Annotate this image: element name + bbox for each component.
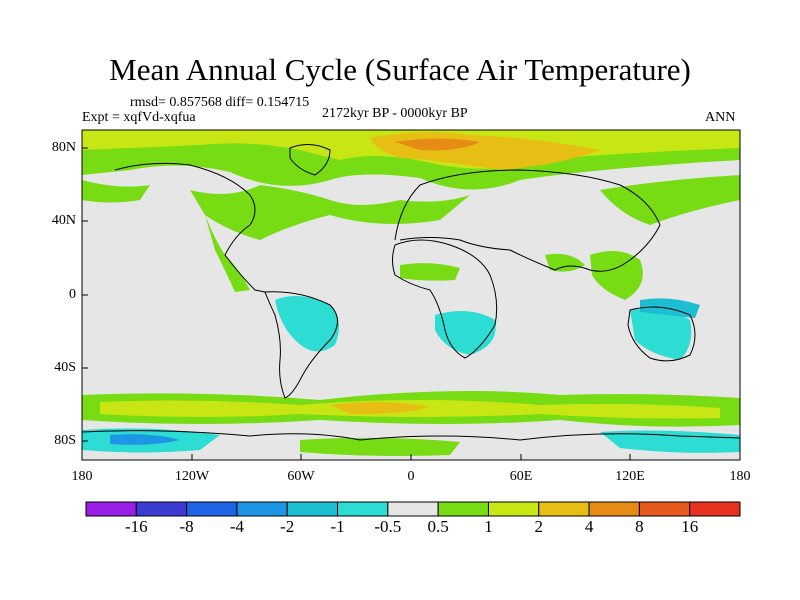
lon-tick-120w: 120W bbox=[174, 469, 210, 484]
antarctic-cool-east bbox=[600, 430, 740, 453]
colorbar-label: 16 bbox=[681, 517, 699, 536]
colorbar-swatch bbox=[487, 501, 540, 517]
colorbar-swatch bbox=[85, 501, 137, 517]
rmsd-diff-stats: rmsd= 0.857568 diff= 0.154715 bbox=[130, 95, 310, 110]
season-label: ANN bbox=[705, 110, 736, 125]
colorbar-label: 0.5 bbox=[427, 517, 449, 536]
colorbar-swatch bbox=[437, 501, 489, 517]
south-america-coast bbox=[264, 291, 338, 399]
colorbar-swatch bbox=[186, 501, 238, 517]
axis-ticks bbox=[81, 147, 741, 460]
antarctica-coast bbox=[82, 430, 740, 441]
north-america-coast bbox=[114, 162, 266, 293]
antarctic-green-center bbox=[300, 437, 460, 456]
bering-patch bbox=[82, 180, 150, 203]
lon-tick-120e: 120E bbox=[615, 469, 645, 484]
lon-tick-0: 0 bbox=[407, 469, 415, 484]
colorbar-swatch bbox=[236, 501, 288, 517]
colorbar-swatch bbox=[638, 501, 691, 517]
lon-tick-60e: 60E bbox=[509, 469, 533, 484]
arctic-dark-orange-patch bbox=[395, 138, 480, 151]
period-label: 2172kyr BP - 0000kyr BP bbox=[322, 106, 468, 121]
australia-cool-patch bbox=[630, 308, 692, 360]
colorbar-swatch bbox=[337, 501, 389, 517]
experiment-label: Expt = xqfVd-xqfua bbox=[82, 110, 196, 125]
lon-tick-180w: 180 bbox=[71, 469, 93, 484]
north-atlantic-patch bbox=[190, 185, 470, 240]
colorbar-label: -2 bbox=[280, 517, 295, 536]
amazon-cool-patch bbox=[275, 296, 339, 352]
south-asia-patch bbox=[545, 253, 585, 272]
colorbar-label: -1 bbox=[330, 517, 345, 536]
chart-title: Mean Annual Cycle (Surface Air Temperatu… bbox=[109, 52, 691, 87]
africa-coast bbox=[392, 239, 498, 359]
north-pacific-patch bbox=[600, 175, 740, 225]
colorbar bbox=[85, 501, 741, 517]
colorbar-swatch bbox=[689, 501, 741, 517]
sahel-patch bbox=[400, 263, 460, 281]
coastlines bbox=[82, 144, 740, 441]
colorbar-label: -4 bbox=[229, 517, 244, 536]
lat-tick-40s: 40S bbox=[54, 360, 76, 375]
lat-tick-80n: 80N bbox=[51, 140, 76, 155]
colorbar-swatch bbox=[387, 501, 439, 517]
colorbar-label: 2 bbox=[534, 517, 544, 536]
antarctic-blue-west bbox=[110, 434, 180, 445]
colorbar-label: -16 bbox=[124, 517, 148, 536]
colorbar-label: 1 bbox=[484, 517, 493, 536]
lon-tick-60w: 60W bbox=[287, 469, 315, 484]
colorbar-label: 8 bbox=[635, 517, 644, 536]
colorbar-swatch bbox=[135, 501, 188, 517]
southern-ocean-orange bbox=[330, 401, 430, 415]
greenland-coast bbox=[289, 144, 331, 176]
lat-tick-40n: 40N bbox=[51, 213, 76, 228]
colorbar-swatch bbox=[538, 501, 590, 517]
eurasia-coast bbox=[394, 169, 661, 272]
colorbar-swatch bbox=[588, 501, 640, 517]
lat-tick-80s: 80S bbox=[54, 433, 76, 448]
colorbar-label: -8 bbox=[179, 517, 194, 536]
anomaly-fields bbox=[82, 130, 740, 456]
southeast-asia-patch bbox=[590, 251, 643, 300]
lat-tick-0: 0 bbox=[69, 287, 76, 302]
lon-tick-180e: 180 bbox=[729, 469, 751, 484]
colorbar-label: -0.5 bbox=[374, 517, 402, 536]
colorbar-label: 4 bbox=[584, 517, 594, 536]
colorbar-swatch bbox=[286, 501, 339, 517]
australia-coast bbox=[627, 306, 696, 362]
